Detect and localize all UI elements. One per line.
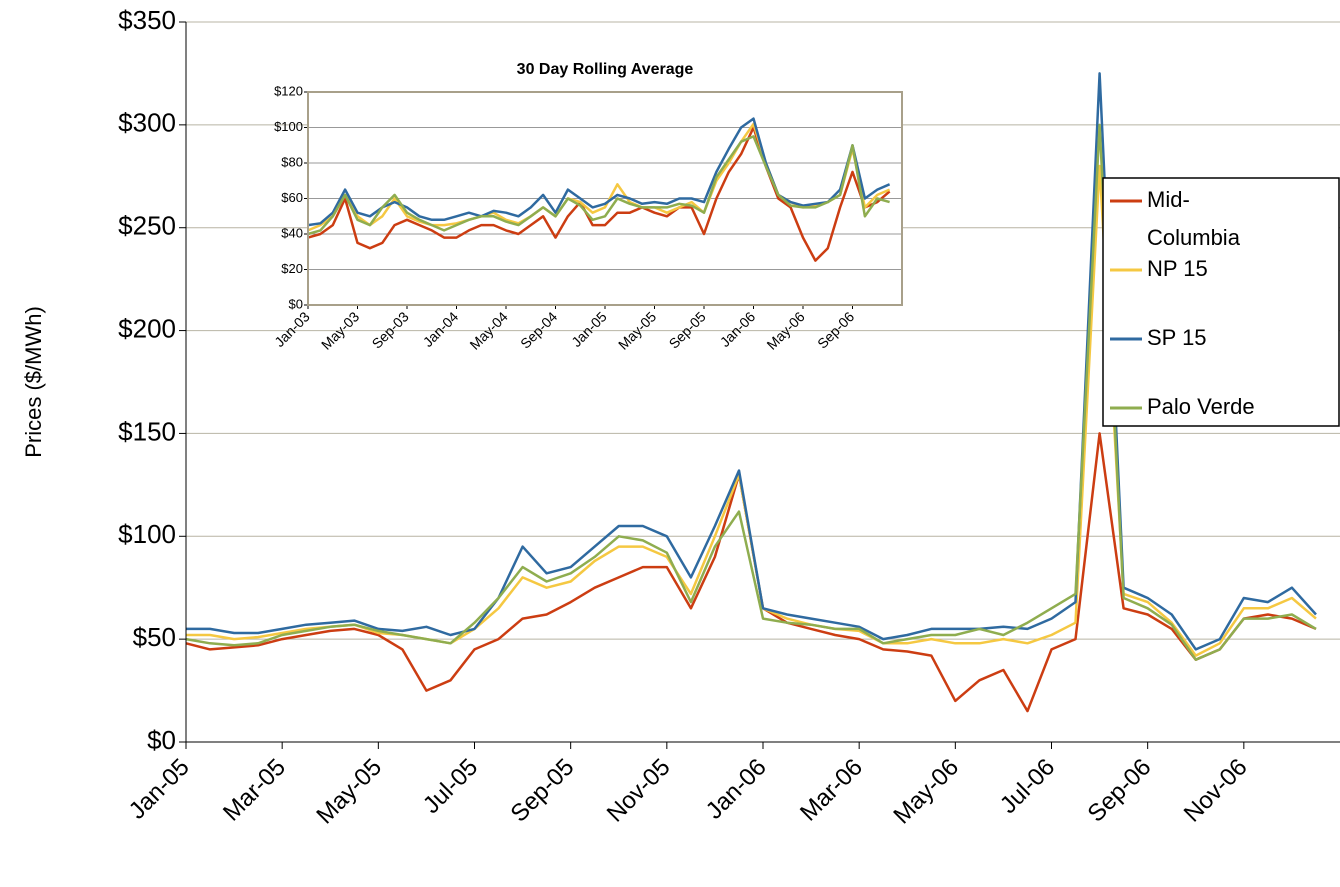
legend-box [1102, 177, 1340, 427]
x-tick-label: Sep-03 [368, 308, 411, 351]
y-tick-label: $80 [281, 154, 303, 169]
x-tick-label: Jul-06 [995, 754, 1060, 819]
y-tick-label: $120 [274, 83, 303, 98]
chart-title: 30 Day Rolling Average [517, 61, 694, 78]
y-tick-label: $100 [118, 519, 176, 549]
y-tick-label: $250 [118, 211, 176, 241]
y-tick-label: $60 [281, 190, 303, 205]
y-tick-label: $300 [118, 108, 176, 138]
x-tick-label: Sep-04 [517, 308, 560, 351]
y-tick-label: $150 [118, 416, 176, 446]
y-tick-label: $40 [281, 225, 303, 240]
x-tick-label: Jan-03 [271, 308, 313, 350]
y-axis-label: Prices ($/MWh) [21, 306, 46, 458]
x-tick-label: Sep-05 [506, 754, 580, 828]
series-line [185, 123, 1317, 661]
y-tick-label: $20 [281, 261, 303, 276]
x-tick-label: Jan-06 [717, 308, 759, 350]
series-line [307, 117, 891, 227]
y-tick-label: $100 [274, 119, 303, 134]
series-line [185, 432, 1317, 713]
series-line [307, 135, 890, 236]
y-tick-label: $350 [118, 5, 176, 35]
x-tick-label: Sep-06 [814, 308, 857, 351]
x-tick-label: Nov-05 [602, 754, 676, 828]
series-line [186, 72, 1317, 651]
inset-border [307, 91, 903, 306]
x-tick-label: Mar-06 [795, 754, 868, 827]
y-tick-label: $0 [289, 296, 303, 311]
x-tick-label: Jan-06 [701, 754, 772, 825]
x-tick-label: Nov-06 [1179, 754, 1253, 828]
y-tick-label: $0 [147, 725, 176, 755]
y-tick-label: $50 [133, 622, 176, 652]
x-tick-label: Mar-05 [218, 754, 291, 827]
x-tick-label: Jul-05 [418, 754, 483, 819]
legend-label: Palo Verde [1147, 394, 1255, 419]
series-line [307, 126, 891, 262]
legend-label: SP 15 [1147, 325, 1207, 350]
x-tick-label: May-06 [888, 754, 964, 830]
x-tick-label: Sep-05 [665, 308, 708, 351]
y-tick-label: $200 [118, 313, 176, 343]
x-tick-label: Jan-04 [420, 308, 462, 350]
legend-label: NP 15 [1147, 256, 1208, 281]
x-tick-label: Sep-06 [1083, 754, 1157, 828]
x-tick-label: Jan-05 [568, 308, 610, 350]
x-tick-label: May-05 [311, 754, 387, 830]
legend-label: Mid-Columbia [1147, 187, 1241, 250]
x-tick-label: Jan-05 [124, 754, 195, 825]
